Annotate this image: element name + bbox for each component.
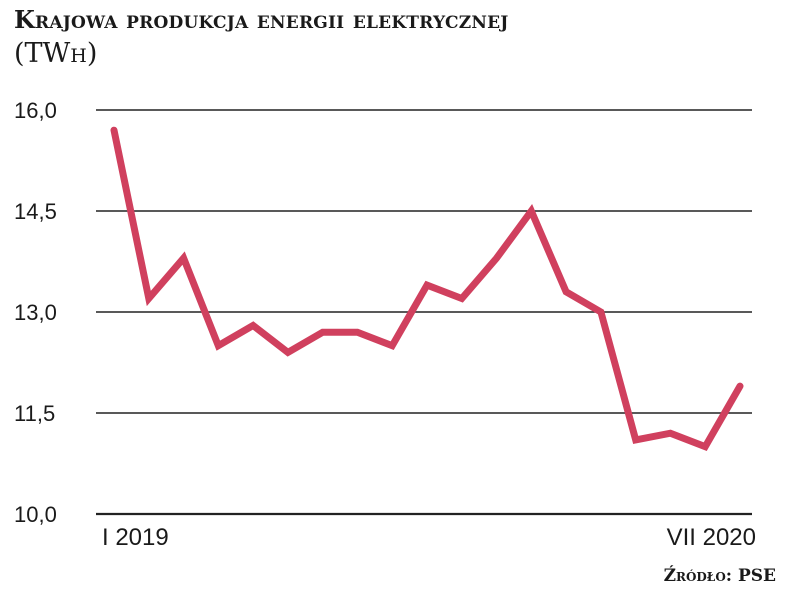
series-line <box>110 126 744 452</box>
source-note: Źródło: PSE <box>663 566 776 586</box>
chart-title: Krajowa produkcja energii elektrycznej <box>14 5 509 34</box>
x-tick-label: VII 2020 <box>667 524 756 551</box>
grid-lines <box>96 109 752 516</box>
chart-unit: (TWh) <box>14 38 98 69</box>
y-tick-label: 13,0 <box>14 300 57 325</box>
x-tick-label: I 2019 <box>102 524 169 551</box>
y-tick-label: 11,5 <box>14 401 55 426</box>
x-tick-labels: I 2019 VII 2020 <box>102 524 756 551</box>
y-tick-label: 16,0 <box>14 98 57 123</box>
series-layer <box>110 126 744 452</box>
y-tick-labels: 10,0 11,5 13,0 14,5 16,0 <box>14 98 57 527</box>
y-tick-label: 14,5 <box>14 199 57 224</box>
y-tick-label: 10,0 <box>14 502 57 527</box>
